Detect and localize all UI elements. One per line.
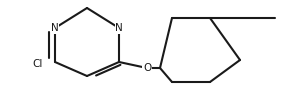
Text: N: N: [51, 23, 59, 33]
Text: Cl: Cl: [33, 59, 43, 69]
Text: O: O: [143, 63, 151, 73]
Text: N: N: [115, 23, 123, 33]
